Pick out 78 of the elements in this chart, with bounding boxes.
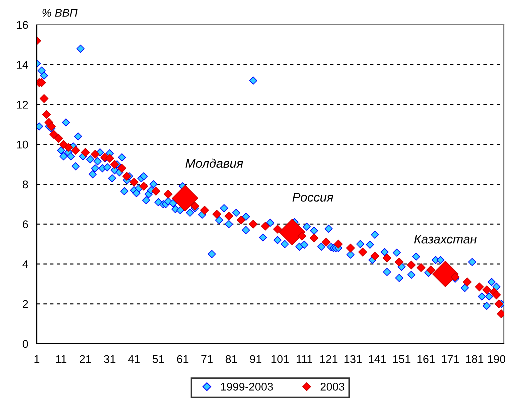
point — [310, 234, 319, 243]
point — [164, 190, 173, 199]
annotation: Казахстан — [414, 235, 477, 244]
point — [81, 148, 90, 157]
y-tick-label: 10 — [17, 140, 28, 149]
y-axis-title: % ВВП — [42, 9, 78, 17]
y-tick-label: 16 — [17, 21, 28, 30]
point — [72, 146, 80, 156]
point — [416, 263, 426, 272]
point — [110, 160, 120, 169]
legend-label: 2003 — [320, 383, 344, 391]
annotation: Молдавия — [186, 158, 244, 168]
x-tick-label: 11 — [56, 356, 67, 364]
point — [249, 220, 258, 229]
point — [346, 244, 356, 253]
x-tick-label: 41 — [128, 356, 140, 364]
x-tick-label: 111 — [296, 356, 312, 364]
x-tick-label: 131 — [344, 355, 362, 364]
point — [42, 110, 52, 120]
x-tick-label: 161 — [418, 355, 435, 364]
point — [90, 150, 100, 159]
point — [47, 122, 56, 132]
point — [37, 78, 46, 88]
point — [407, 260, 416, 270]
point — [463, 278, 472, 287]
point — [382, 254, 392, 263]
point — [118, 164, 127, 173]
x-tick-label: 151 — [393, 356, 411, 364]
point — [64, 143, 74, 152]
point — [395, 258, 404, 267]
point — [54, 134, 64, 144]
x-tick-label: 31 — [104, 355, 116, 364]
point — [122, 172, 132, 181]
y-tick-label: 4 — [22, 260, 28, 268]
point — [273, 224, 282, 234]
x-tick-label: 101 — [272, 355, 289, 364]
point — [370, 252, 380, 261]
y-tick-label: 6 — [23, 220, 28, 229]
y-tick-label: 12 — [17, 101, 28, 109]
point — [236, 216, 246, 225]
point — [224, 212, 234, 221]
x-tick-label: 21 — [80, 355, 92, 364]
x-tick-label: 61 — [177, 355, 189, 364]
y-tick-label: 14 — [17, 61, 28, 69]
point — [334, 240, 344, 249]
point — [106, 154, 114, 163]
point — [152, 187, 161, 196]
x-tick-label: 91 — [250, 355, 262, 364]
x-tick-label: 81 — [226, 355, 238, 364]
x-tick-label: 181 — [466, 355, 484, 364]
point — [40, 94, 49, 104]
x-tick-label: 1 — [34, 356, 40, 364]
y-tick-label: 8 — [22, 180, 28, 189]
point — [492, 290, 502, 300]
point — [426, 266, 436, 275]
x-tick-label: 71 — [202, 356, 213, 364]
point — [261, 222, 270, 231]
point — [322, 238, 331, 247]
x-tick-label: 121 — [320, 355, 338, 364]
annotation: Россия — [292, 193, 334, 202]
point — [59, 140, 68, 150]
legend-label: 1999-2003 — [221, 383, 274, 391]
point — [482, 286, 492, 295]
point — [212, 210, 222, 219]
point — [358, 248, 368, 257]
x-tick-label: 190 — [488, 355, 506, 364]
point — [475, 282, 484, 292]
y-tick-label: 2 — [23, 300, 28, 308]
y-tick-label: 0 — [22, 340, 28, 348]
x-tick-label: 51 — [152, 356, 164, 364]
point — [494, 300, 504, 309]
point — [298, 232, 307, 241]
point — [140, 182, 148, 191]
point — [200, 206, 210, 215]
point — [50, 130, 58, 140]
point — [130, 178, 139, 187]
x-tick-label: 171 — [442, 356, 460, 364]
x-tick-label: 141 — [369, 356, 386, 364]
